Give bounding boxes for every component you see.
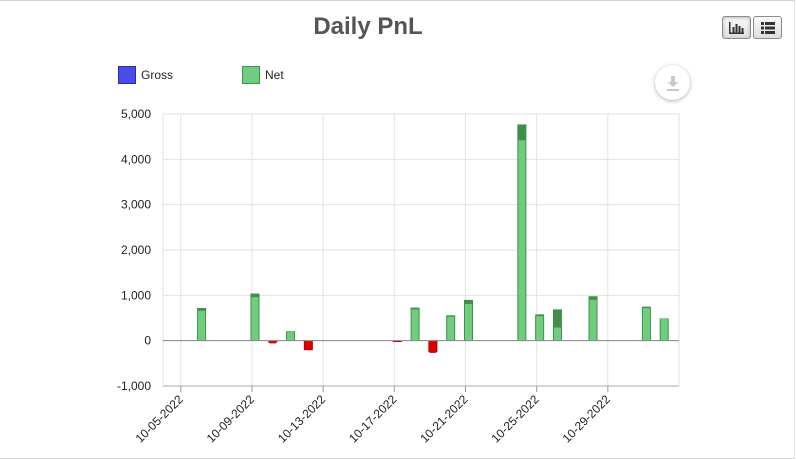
bar-net <box>589 299 597 341</box>
legend-label-net: Net <box>265 68 284 82</box>
bar-net <box>411 309 419 341</box>
x-tick-label: 10-29-2022 <box>560 392 614 446</box>
chart-view-button[interactable] <box>722 16 751 39</box>
bar-net <box>287 331 295 341</box>
x-tick-label: 10-09-2022 <box>204 392 258 446</box>
y-tick-label: 2,000 <box>121 243 151 257</box>
export-button[interactable] <box>655 65 690 100</box>
legend-swatch-gross <box>118 66 136 84</box>
bar-net <box>660 318 668 341</box>
bar-net <box>269 340 277 344</box>
y-tick-label: 0 <box>144 334 151 348</box>
y-tick-label: 1,000 <box>121 288 151 302</box>
legend-label-gross: Gross <box>141 68 174 82</box>
bar-net <box>198 310 206 341</box>
bar-net <box>464 303 472 341</box>
x-tick-label: 10-05-2022 <box>133 392 187 446</box>
bar-net <box>447 316 455 341</box>
x-tick-label: 10-25-2022 <box>488 392 542 446</box>
list-icon <box>760 21 775 34</box>
y-tick-label: -1,000 <box>117 379 151 393</box>
legend-item-gross[interactable]: Gross <box>118 66 173 84</box>
y-tick-label: 3,000 <box>121 198 151 212</box>
y-tick-label: 4,000 <box>121 152 151 166</box>
x-tick-label: 10-17-2022 <box>346 392 400 446</box>
x-tick-label: 10-13-2022 <box>275 392 329 446</box>
bar-net <box>518 140 526 341</box>
bar-net <box>304 340 312 350</box>
bar-net <box>251 297 259 341</box>
list-view-button[interactable] <box>753 16 782 39</box>
legend-item-net[interactable]: Net <box>242 66 284 84</box>
bar-net <box>536 316 544 341</box>
bar-net <box>429 340 437 353</box>
bar-net <box>642 308 650 341</box>
bar-chart-icon <box>729 21 744 34</box>
y-tick-label: 5,000 <box>121 107 151 121</box>
bar-gross <box>552 309 562 341</box>
chart-title: Daily PnL <box>313 13 423 40</box>
bar-net <box>553 327 561 341</box>
x-tick-label: 10-21-2022 <box>417 392 471 446</box>
legend-swatch-net <box>242 66 260 84</box>
download-icon <box>666 75 679 91</box>
